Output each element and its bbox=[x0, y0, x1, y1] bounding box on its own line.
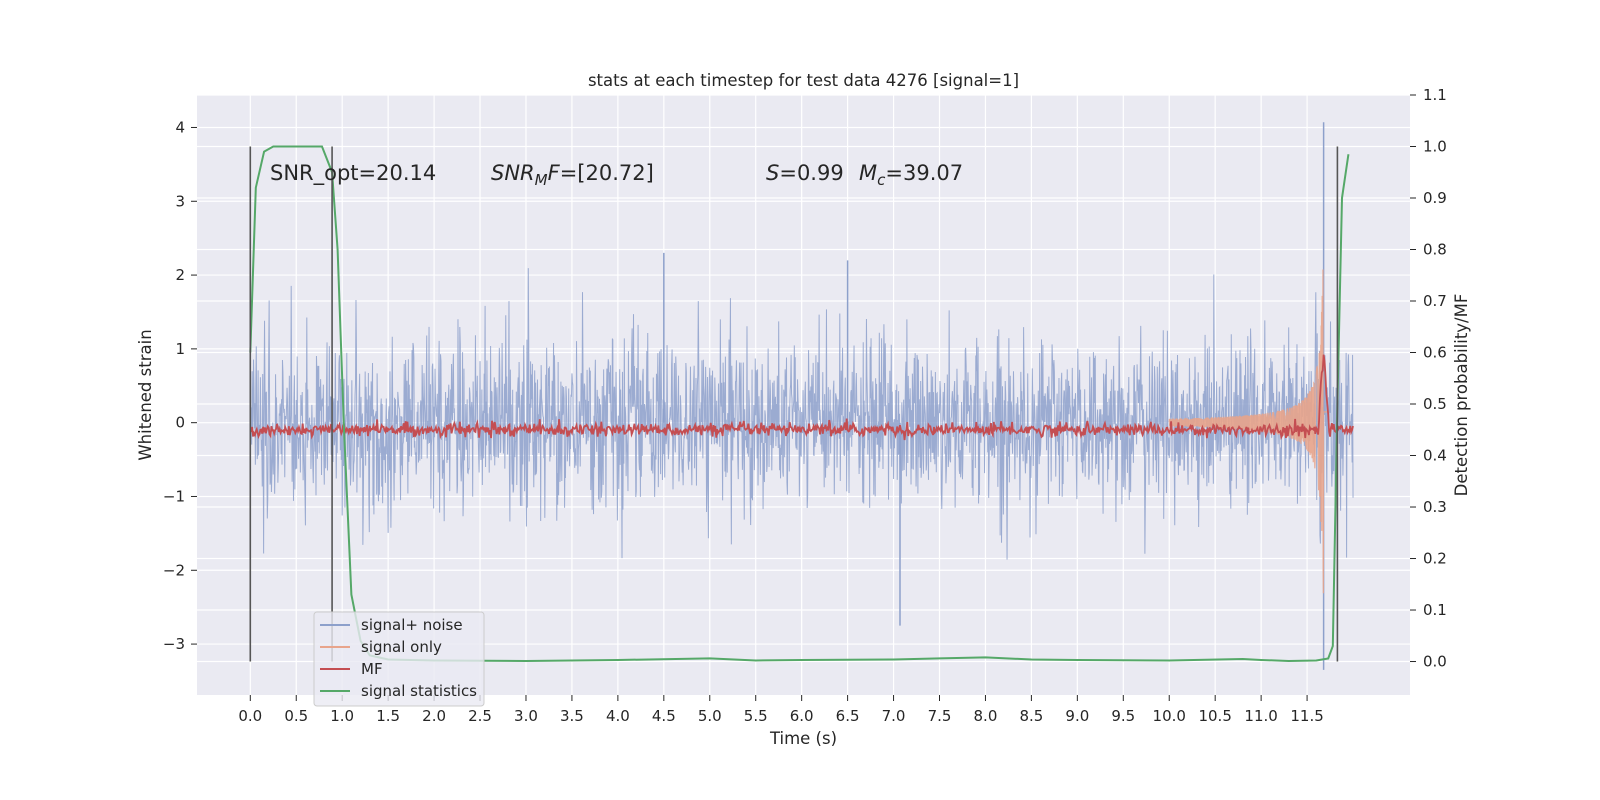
x-tick-label: 10.5 bbox=[1198, 707, 1231, 725]
x-tick-label: 9.5 bbox=[1111, 707, 1135, 725]
mc-annotation: Mc=39.07 bbox=[859, 161, 963, 189]
y-tick-label-left: −3 bbox=[163, 635, 185, 653]
legend-label: signal statistics bbox=[361, 682, 477, 700]
y-tick-label-right: 0.5 bbox=[1423, 395, 1447, 413]
series-signal-noise bbox=[249, 268, 1354, 560]
y-tick-label-right: 1.0 bbox=[1423, 138, 1447, 156]
y-tick-label-left: 1 bbox=[175, 340, 185, 358]
x-tick-label: 0.5 bbox=[284, 707, 308, 725]
y-tick-label-left: −1 bbox=[163, 487, 185, 505]
vertical-marker-layer bbox=[249, 146, 1339, 662]
y-axis-label-right: Detection probability/MF bbox=[1452, 294, 1471, 497]
y-tick-label-right: 0.0 bbox=[1423, 653, 1447, 671]
x-tick-label: 9.0 bbox=[1065, 707, 1089, 725]
x-tick-label: 7.0 bbox=[882, 707, 906, 725]
x-tick-label: 8.5 bbox=[1019, 707, 1043, 725]
chart-title: stats at each timestep for test data 427… bbox=[588, 71, 1019, 90]
x-tick-label: 6.5 bbox=[836, 707, 860, 725]
x-tick-label: 2.5 bbox=[468, 707, 492, 725]
y-tick-label-right: 0.9 bbox=[1423, 189, 1447, 207]
s-annotation: S=0.99 bbox=[766, 161, 844, 185]
x-tick-label: 11.0 bbox=[1244, 707, 1277, 725]
x-tick-label: 4.5 bbox=[652, 707, 676, 725]
y-tick-label-right: 0.3 bbox=[1423, 498, 1447, 516]
x-tick-label: 3.0 bbox=[514, 707, 538, 725]
series-signal-only bbox=[1168, 269, 1328, 594]
y-tick-label-right: 0.7 bbox=[1423, 292, 1447, 310]
y-tick-label-left: 4 bbox=[175, 118, 185, 136]
y-tick-label-right: 0.2 bbox=[1423, 550, 1447, 568]
s-value: =0.99 bbox=[779, 161, 843, 185]
snr-mf-var2: F bbox=[548, 161, 561, 185]
y-tick-label-left: 0 bbox=[175, 414, 185, 432]
y-tick-label-left: 2 bbox=[175, 266, 185, 284]
x-tick-label: 8.0 bbox=[974, 707, 998, 725]
series-signal-statistics bbox=[249, 145, 1350, 663]
x-tick-label: 6.0 bbox=[790, 707, 814, 725]
x-tick-label: 1.0 bbox=[330, 707, 354, 725]
axes-layer: 0.0 0.5 1.0 1.5 2.0 2.5 3.0 3.5 4.0 4.5 5.0 5.5 6.0 6… bbox=[163, 86, 1447, 725]
legend-label: MF bbox=[361, 660, 383, 678]
snr-mf-var: SNR bbox=[491, 161, 535, 185]
legend-label: signal only bbox=[361, 638, 442, 656]
legend: signal+ noise signal only MF signal statist… bbox=[313, 611, 485, 707]
y-tick-label-right: 0.8 bbox=[1423, 241, 1447, 259]
x-axis-label: Time (s) bbox=[769, 729, 837, 748]
legend-label: signal+ noise bbox=[361, 616, 463, 634]
y-tick-label-left: −2 bbox=[163, 561, 185, 579]
x-tick-label: 1.5 bbox=[376, 707, 400, 725]
snr-mf-value: =[20.72] bbox=[560, 161, 654, 185]
legend-box bbox=[313, 611, 485, 707]
x-tick-label: 11.5 bbox=[1290, 707, 1323, 725]
y-tick-label-left: 3 bbox=[175, 192, 185, 210]
snr-mf-annotation: SNRMF=[20.72] bbox=[491, 161, 654, 189]
y-axis-label-left: Whitened strain bbox=[136, 329, 155, 460]
y-tick-label-right: 0.1 bbox=[1423, 601, 1447, 619]
data-layer bbox=[249, 122, 1354, 670]
snr-mf-sub: M bbox=[535, 171, 548, 189]
x-tick-label: 0.0 bbox=[238, 707, 262, 725]
snr-opt-annotation: SNR_opt=20.14 bbox=[270, 161, 436, 186]
x-tick-label: 7.5 bbox=[928, 707, 952, 725]
x-tick-label: 5.0 bbox=[698, 707, 722, 725]
s-var: S bbox=[766, 161, 779, 185]
y-tick-label-right: 0.6 bbox=[1423, 344, 1447, 362]
annotations: SNR_opt=20.14 SNRMF=[20.72] S=0.99 Mc=39… bbox=[270, 161, 963, 189]
y-tick-label-right: 0.4 bbox=[1423, 447, 1447, 465]
x-tick-label: 2.0 bbox=[422, 707, 446, 725]
y-tick-label-right: 1.1 bbox=[1423, 86, 1447, 104]
x-tick-label: 4.0 bbox=[606, 707, 630, 725]
x-tick-label: 5.5 bbox=[744, 707, 768, 725]
mc-var: M bbox=[859, 161, 877, 185]
x-tick-label: 3.5 bbox=[560, 707, 584, 725]
x-tick-label: 10.0 bbox=[1153, 707, 1186, 725]
mc-value: =39.07 bbox=[885, 161, 963, 185]
series-mf bbox=[250, 354, 1354, 441]
mc-sub: c bbox=[877, 171, 886, 189]
